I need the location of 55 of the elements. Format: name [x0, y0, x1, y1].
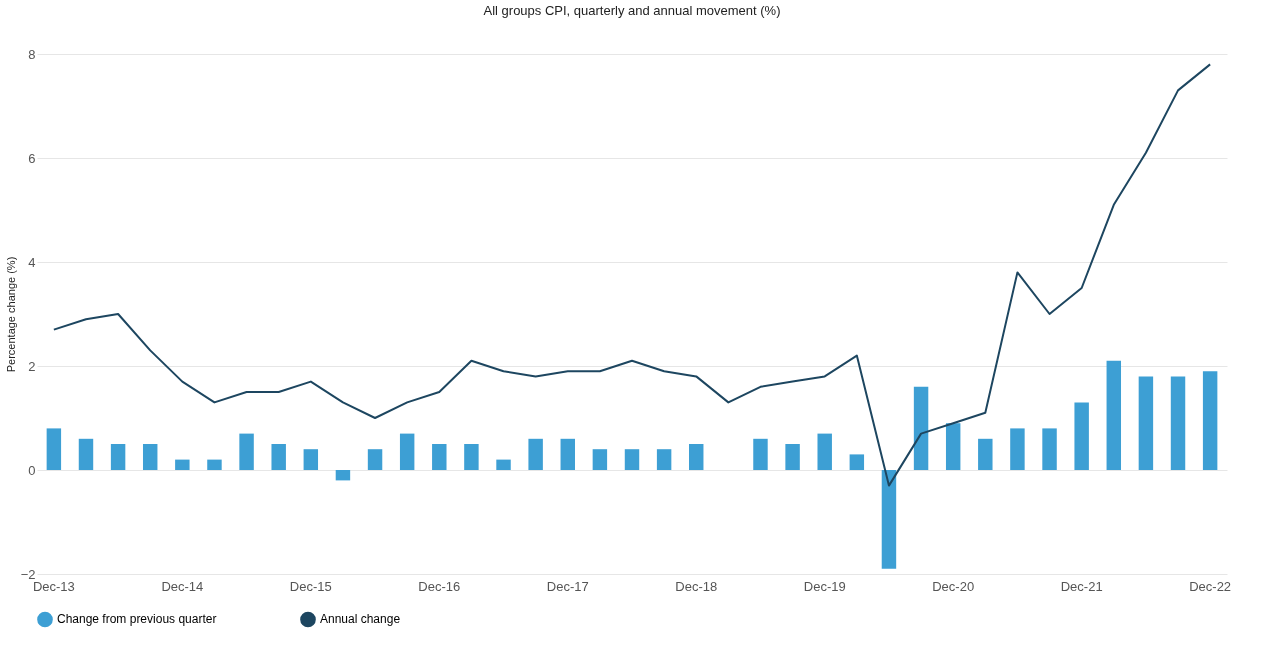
chart-title: All groups CPI, quarterly and annual movement (%) — [483, 3, 781, 18]
x-tick-label: Dec-21 — [1060, 578, 1103, 594]
y-tick-label: 4 — [28, 254, 36, 270]
bar — [978, 438, 993, 470]
bar — [1170, 376, 1186, 470]
x-tick-label: Dec-17 — [546, 578, 589, 594]
bar — [592, 449, 608, 470]
bar — [560, 438, 575, 470]
y-tick-label: 8 — [28, 46, 36, 62]
bar — [367, 449, 383, 470]
bar — [175, 459, 190, 470]
legend-label: Annual change — [320, 612, 401, 627]
bar — [689, 444, 704, 470]
y-tick-label: 6 — [28, 150, 36, 166]
x-tick-label: Dec-14 — [161, 578, 204, 594]
bar — [753, 438, 768, 470]
bar — [1074, 402, 1089, 470]
y-tick-label: 2 — [28, 358, 36, 374]
bar — [78, 438, 94, 470]
bar — [785, 444, 800, 470]
bar — [913, 386, 929, 470]
x-tick-label: Dec-15 — [289, 578, 332, 594]
y-axis-title: Percentage change (%) — [4, 256, 17, 373]
bar — [46, 428, 62, 470]
bar — [207, 459, 222, 470]
bar — [335, 470, 351, 481]
bar — [881, 470, 897, 569]
bar — [142, 444, 158, 470]
bar — [239, 433, 254, 470]
bar — [656, 449, 672, 470]
bar — [1042, 428, 1057, 470]
bar — [624, 449, 640, 470]
bar — [1138, 376, 1154, 470]
bar — [1010, 428, 1025, 470]
bar — [528, 438, 543, 470]
x-tick-label: Dec-16 — [418, 578, 461, 594]
bar — [110, 444, 126, 470]
x-tick-label: Dec-22 — [1189, 578, 1232, 594]
x-tick-label: Dec-19 — [803, 578, 846, 594]
bar — [271, 444, 286, 470]
bar — [817, 433, 832, 470]
y-tick-label: 0 — [28, 462, 36, 478]
bar — [432, 444, 447, 470]
bar — [1106, 360, 1122, 470]
line-series — [52, 63, 1212, 487]
x-tick-label: Dec-20 — [932, 578, 975, 594]
bar — [1202, 371, 1218, 470]
bar — [849, 454, 865, 470]
x-tick-label: Dec-18 — [675, 578, 718, 594]
bar — [496, 459, 511, 470]
bar — [464, 444, 479, 470]
legend-label: Change from previous quarter — [57, 612, 217, 627]
bar — [945, 423, 961, 470]
bar — [303, 449, 319, 470]
bar — [399, 433, 415, 470]
